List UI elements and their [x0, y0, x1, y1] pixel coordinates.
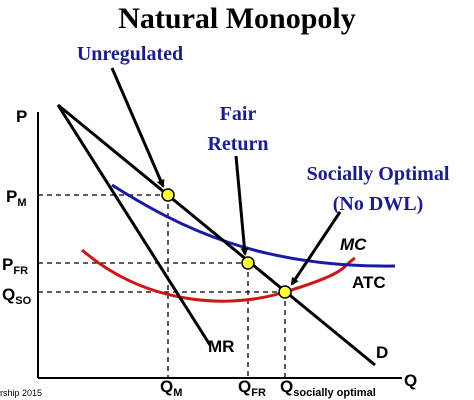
annotation: Fair — [220, 103, 257, 125]
label-main: P — [6, 187, 17, 206]
label-sub: SO — [15, 295, 31, 307]
demand-curve — [57, 103, 376, 367]
credit: rship 2015 — [0, 388, 42, 398]
label-sub: M — [17, 197, 26, 209]
price-label: QSO — [2, 285, 32, 307]
curve-label: D — [376, 343, 388, 362]
label-main: Q — [2, 285, 15, 304]
point — [278, 285, 292, 299]
label-main: Q — [160, 377, 173, 396]
x-axis-label: Q — [404, 371, 417, 390]
mc-curve — [81, 248, 356, 303]
mr-curve — [56, 104, 212, 346]
guides — [38, 194, 286, 378]
annotation: Unregulated — [77, 43, 183, 65]
quantity-label: QFR — [238, 377, 266, 399]
annotation: Return — [207, 133, 268, 155]
point — [241, 256, 255, 270]
atc-curve — [111, 183, 396, 268]
quantity-label: Qsocially optimal — [280, 377, 376, 399]
quantity-label: QM — [160, 377, 182, 399]
label-main: P — [2, 255, 13, 274]
label-main: Q — [238, 377, 251, 396]
annotation: Socially Optimal — [307, 163, 450, 185]
label-sub: socially optimal — [293, 387, 376, 399]
label-sub: FR — [13, 265, 28, 277]
annotation: (No DWL) — [333, 193, 424, 215]
title: Natural Monopoly — [118, 2, 356, 35]
curve-label: ATC — [352, 273, 386, 292]
curve-label: MC — [340, 235, 367, 254]
curve-label: MR — [208, 337, 234, 356]
label-sub: FR — [251, 387, 266, 399]
point — [161, 188, 175, 202]
label-sub: M — [173, 387, 182, 399]
price-label: PM — [6, 187, 27, 209]
label-main: Q — [280, 377, 293, 396]
price-label: PFR — [2, 255, 28, 277]
arrows — [110, 67, 342, 286]
y-axis-label: P — [16, 107, 27, 126]
